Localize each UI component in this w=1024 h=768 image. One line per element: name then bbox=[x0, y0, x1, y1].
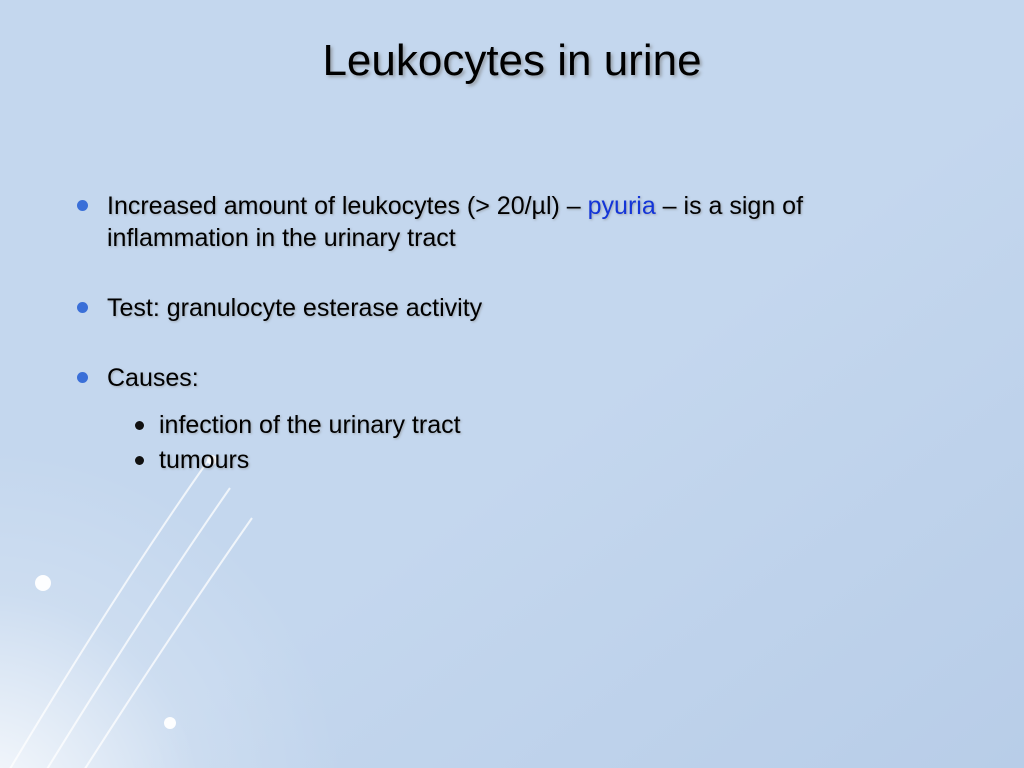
slide-body: Increased amount of leukocytes (> 20/µl)… bbox=[75, 190, 949, 516]
slide: Leukocytes in urine Increased amount of … bbox=[0, 0, 1024, 768]
sub-bullet-1-text: infection of the urinary tract bbox=[159, 411, 461, 439]
bullet-2-text: Test: granulocyte esterase activity bbox=[107, 294, 482, 322]
sub-bullet-1: infection of the urinary tract bbox=[131, 408, 949, 443]
bullet-list: Increased amount of leukocytes (> 20/µl)… bbox=[75, 190, 949, 478]
sub-bullet-2: tumours bbox=[131, 443, 949, 478]
sub-bullet-2-text: tumours bbox=[159, 446, 249, 474]
bullet-item-2: Test: granulocyte esterase activity bbox=[75, 292, 949, 324]
bullet-item-1: Increased amount of leukocytes (> 20/µl)… bbox=[75, 190, 949, 254]
sub-bullet-list: infection of the urinary tract tumours bbox=[131, 408, 949, 478]
bullet-1-text-pre: Increased amount of leukocytes (> 20/µl)… bbox=[107, 192, 588, 220]
bullet-3-text: Causes: bbox=[107, 364, 199, 392]
slide-title: Leukocytes in urine bbox=[0, 36, 1024, 86]
bullet-1-highlight: pyuria bbox=[588, 192, 656, 220]
bullet-item-3: Causes: infection of the urinary tract t… bbox=[75, 362, 949, 478]
